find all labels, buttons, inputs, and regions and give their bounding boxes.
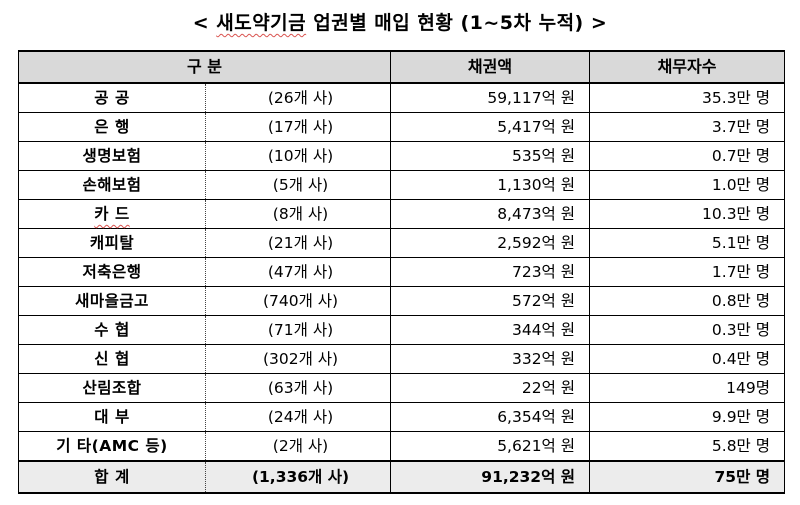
- row-amount: 1,130억 원: [390, 170, 591, 200]
- row-category: 공 공: [18, 82, 206, 113]
- table-row: 생명보험 (10개 사) 535억 원 0.7만 명: [18, 141, 786, 171]
- table-row: 카 드 (8개 사) 8,473억 원 10.3만 명: [18, 199, 786, 229]
- table-row: 저축은행 (47개 사) 723억 원 1.7만 명: [18, 257, 786, 287]
- table-row: 수 협 (71개 사) 344억 원 0.3만 명: [18, 315, 786, 345]
- table-row: 손해보험 (5개 사) 1,130억 원 1.0만 명: [18, 170, 786, 200]
- page-title: < 새도약기금 업권별 매입 현황 (1~5차 누적) >: [0, 8, 800, 35]
- row-debtors: 1.7만 명: [589, 257, 786, 287]
- table-row: 캐피탈 (21개 사) 2,592억 원 5.1만 명: [18, 228, 786, 258]
- total-count: (1,336개 사): [204, 460, 392, 494]
- row-category: 새마을금고: [18, 286, 206, 316]
- row-count: (17개 사): [204, 112, 392, 142]
- row-amount: 572억 원: [390, 286, 591, 316]
- row-debtors: 5.8만 명: [589, 431, 786, 462]
- title-rest: 업권별 매입 현황 (1~5차 누적): [306, 12, 584, 34]
- row-count: (8개 사): [204, 199, 392, 229]
- purchase-status-table: 구 분 채권액 채무자수 공 공 (26개 사) 59,117억 원 35.3만…: [17, 50, 786, 494]
- row-count: (21개 사): [204, 228, 392, 258]
- table-row: 새마을금고 (740개 사) 572억 원 0.8만 명: [18, 286, 786, 316]
- row-category: 캐피탈: [18, 228, 206, 258]
- row-amount: 5,621억 원: [390, 431, 591, 462]
- row-category: 카 드: [18, 199, 206, 229]
- table-row: 기 타(AMC 등) (2개 사) 5,621억 원 5.8만 명: [18, 431, 786, 462]
- title-brand: 새도약기금: [216, 12, 307, 34]
- row-amount: 59,117억 원: [390, 82, 591, 113]
- row-amount: 5,417억 원: [390, 112, 591, 142]
- row-debtors: 0.7만 명: [589, 141, 786, 171]
- row-count: (47개 사): [204, 257, 392, 287]
- table-row: 대 부 (24개 사) 6,354억 원 9.9만 명: [18, 402, 786, 432]
- row-debtors: 1.0만 명: [589, 170, 786, 200]
- row-amount: 332억 원: [390, 344, 591, 374]
- total-debtors: 75만 명: [589, 460, 786, 494]
- total-row: 합 계 (1,336개 사) 91,232억 원 75만 명: [18, 460, 786, 494]
- row-category: 생명보험: [18, 141, 206, 171]
- header-amount: 채권액: [390, 50, 591, 84]
- row-category: 신 협: [18, 344, 206, 374]
- row-count: (5개 사): [204, 170, 392, 200]
- row-count: (63개 사): [204, 373, 392, 403]
- row-count: (2개 사): [204, 431, 392, 462]
- table-row: 산림조합 (63개 사) 22억 원 149명: [18, 373, 786, 403]
- table-row: 은 행 (17개 사) 5,417억 원 3.7만 명: [18, 112, 786, 142]
- row-debtors: 0.3만 명: [589, 315, 786, 345]
- title-prefix: <: [192, 12, 217, 34]
- row-category: 은 행: [18, 112, 206, 142]
- header-category: 구 분: [17, 50, 392, 84]
- row-count: (24개 사): [204, 402, 392, 432]
- row-debtors: 0.4만 명: [589, 344, 786, 374]
- row-debtors: 5.1만 명: [589, 228, 786, 258]
- row-debtors: 10.3만 명: [589, 199, 786, 229]
- header-debtors: 채무자수: [589, 50, 786, 84]
- row-category: 기 타(AMC 등): [18, 431, 206, 462]
- total-amount: 91,232억 원: [390, 460, 591, 494]
- row-category: 산림조합: [18, 373, 206, 403]
- row-amount: 8,473억 원: [390, 199, 591, 229]
- row-count: (71개 사): [204, 315, 392, 345]
- row-debtors: 3.7만 명: [589, 112, 786, 142]
- row-debtors: 9.9만 명: [589, 402, 786, 432]
- table-row: 공 공 (26개 사) 59,117억 원 35.3만 명: [18, 82, 786, 113]
- row-count: (740개 사): [204, 286, 392, 316]
- row-amount: 344억 원: [390, 315, 591, 345]
- total-category: 합 계: [18, 460, 206, 494]
- row-debtors: 149명: [589, 373, 786, 403]
- row-debtors: 0.8만 명: [589, 286, 786, 316]
- row-category-text: 카 드: [94, 205, 130, 223]
- table-row: 신 협 (302개 사) 332억 원 0.4만 명: [18, 344, 786, 374]
- row-count: (26개 사): [204, 82, 392, 113]
- row-category: 손해보험: [18, 170, 206, 200]
- row-category: 수 협: [18, 315, 206, 345]
- row-count: (302개 사): [204, 344, 392, 374]
- row-category: 저축은행: [18, 257, 206, 287]
- row-debtors: 35.3만 명: [589, 82, 786, 113]
- table-header-row: 구 분 채권액 채무자수: [17, 50, 786, 84]
- title-suffix: >: [583, 12, 608, 34]
- row-amount: 2,592억 원: [390, 228, 591, 258]
- row-category: 대 부: [18, 402, 206, 432]
- row-amount: 535억 원: [390, 141, 591, 171]
- row-amount: 6,354억 원: [390, 402, 591, 432]
- row-count: (10개 사): [204, 141, 392, 171]
- row-amount: 723억 원: [390, 257, 591, 287]
- row-amount: 22억 원: [390, 373, 591, 403]
